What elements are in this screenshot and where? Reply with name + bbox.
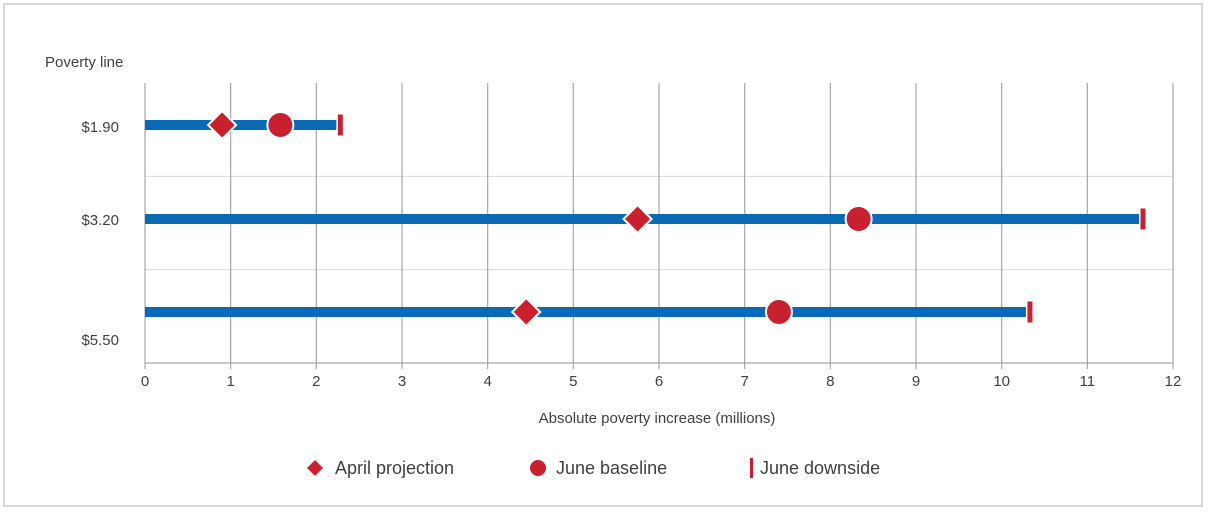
legend-label-baseline: June baseline <box>556 458 667 478</box>
april-projection-marker <box>624 205 652 233</box>
x-tick-label: 10 <box>993 373 1010 390</box>
x-tick-label: 5 <box>569 373 577 390</box>
x-tick-label: 12 <box>1165 373 1182 390</box>
category-label: $3.20 <box>81 212 119 229</box>
legend-bar-icon <box>750 458 753 478</box>
x-tick-label: 9 <box>912 373 920 390</box>
x-tick-label: 8 <box>826 373 834 390</box>
x-tick-label: 7 <box>740 373 748 390</box>
x-tick-label: 4 <box>483 373 491 390</box>
june-downside-marker <box>337 114 343 136</box>
legend-circle-icon <box>530 460 546 476</box>
y-axis-title: Poverty line <box>45 54 123 71</box>
june-baseline-marker <box>766 299 792 325</box>
legend-diamond-icon <box>307 460 323 476</box>
x-tick-label: 2 <box>312 373 320 390</box>
april-projection-marker <box>208 111 236 139</box>
x-tick-label: 6 <box>655 373 663 390</box>
x-tick-label: 11 <box>1080 373 1096 390</box>
category-label: $1.90 <box>81 119 119 136</box>
legend: April projection June baseline June downsi… <box>307 458 880 478</box>
x-tick-labels: 0 1 2 3 4 5 6 7 8 9 10 11 12 <box>141 373 1182 390</box>
x-tick-label: 1 <box>226 373 234 390</box>
range-bar <box>145 307 1026 317</box>
legend-label-april: April projection <box>335 458 454 478</box>
x-tick-label: 0 <box>141 373 149 390</box>
category-labels: $1.90 $3.20 $5.50 <box>81 119 119 349</box>
x-tick-label: 3 <box>398 373 406 390</box>
legend-label-downside: June downside <box>760 458 880 478</box>
x-axis-title: Absolute poverty increase (millions) <box>539 410 776 427</box>
june-baseline-marker <box>846 206 872 232</box>
april-projection-marker <box>512 298 540 326</box>
june-downside-marker <box>1027 301 1033 323</box>
june-downside-marker <box>1140 208 1146 230</box>
range-bar <box>145 120 336 130</box>
june-baseline-marker <box>267 112 293 138</box>
category-label: $5.50 <box>81 332 119 349</box>
